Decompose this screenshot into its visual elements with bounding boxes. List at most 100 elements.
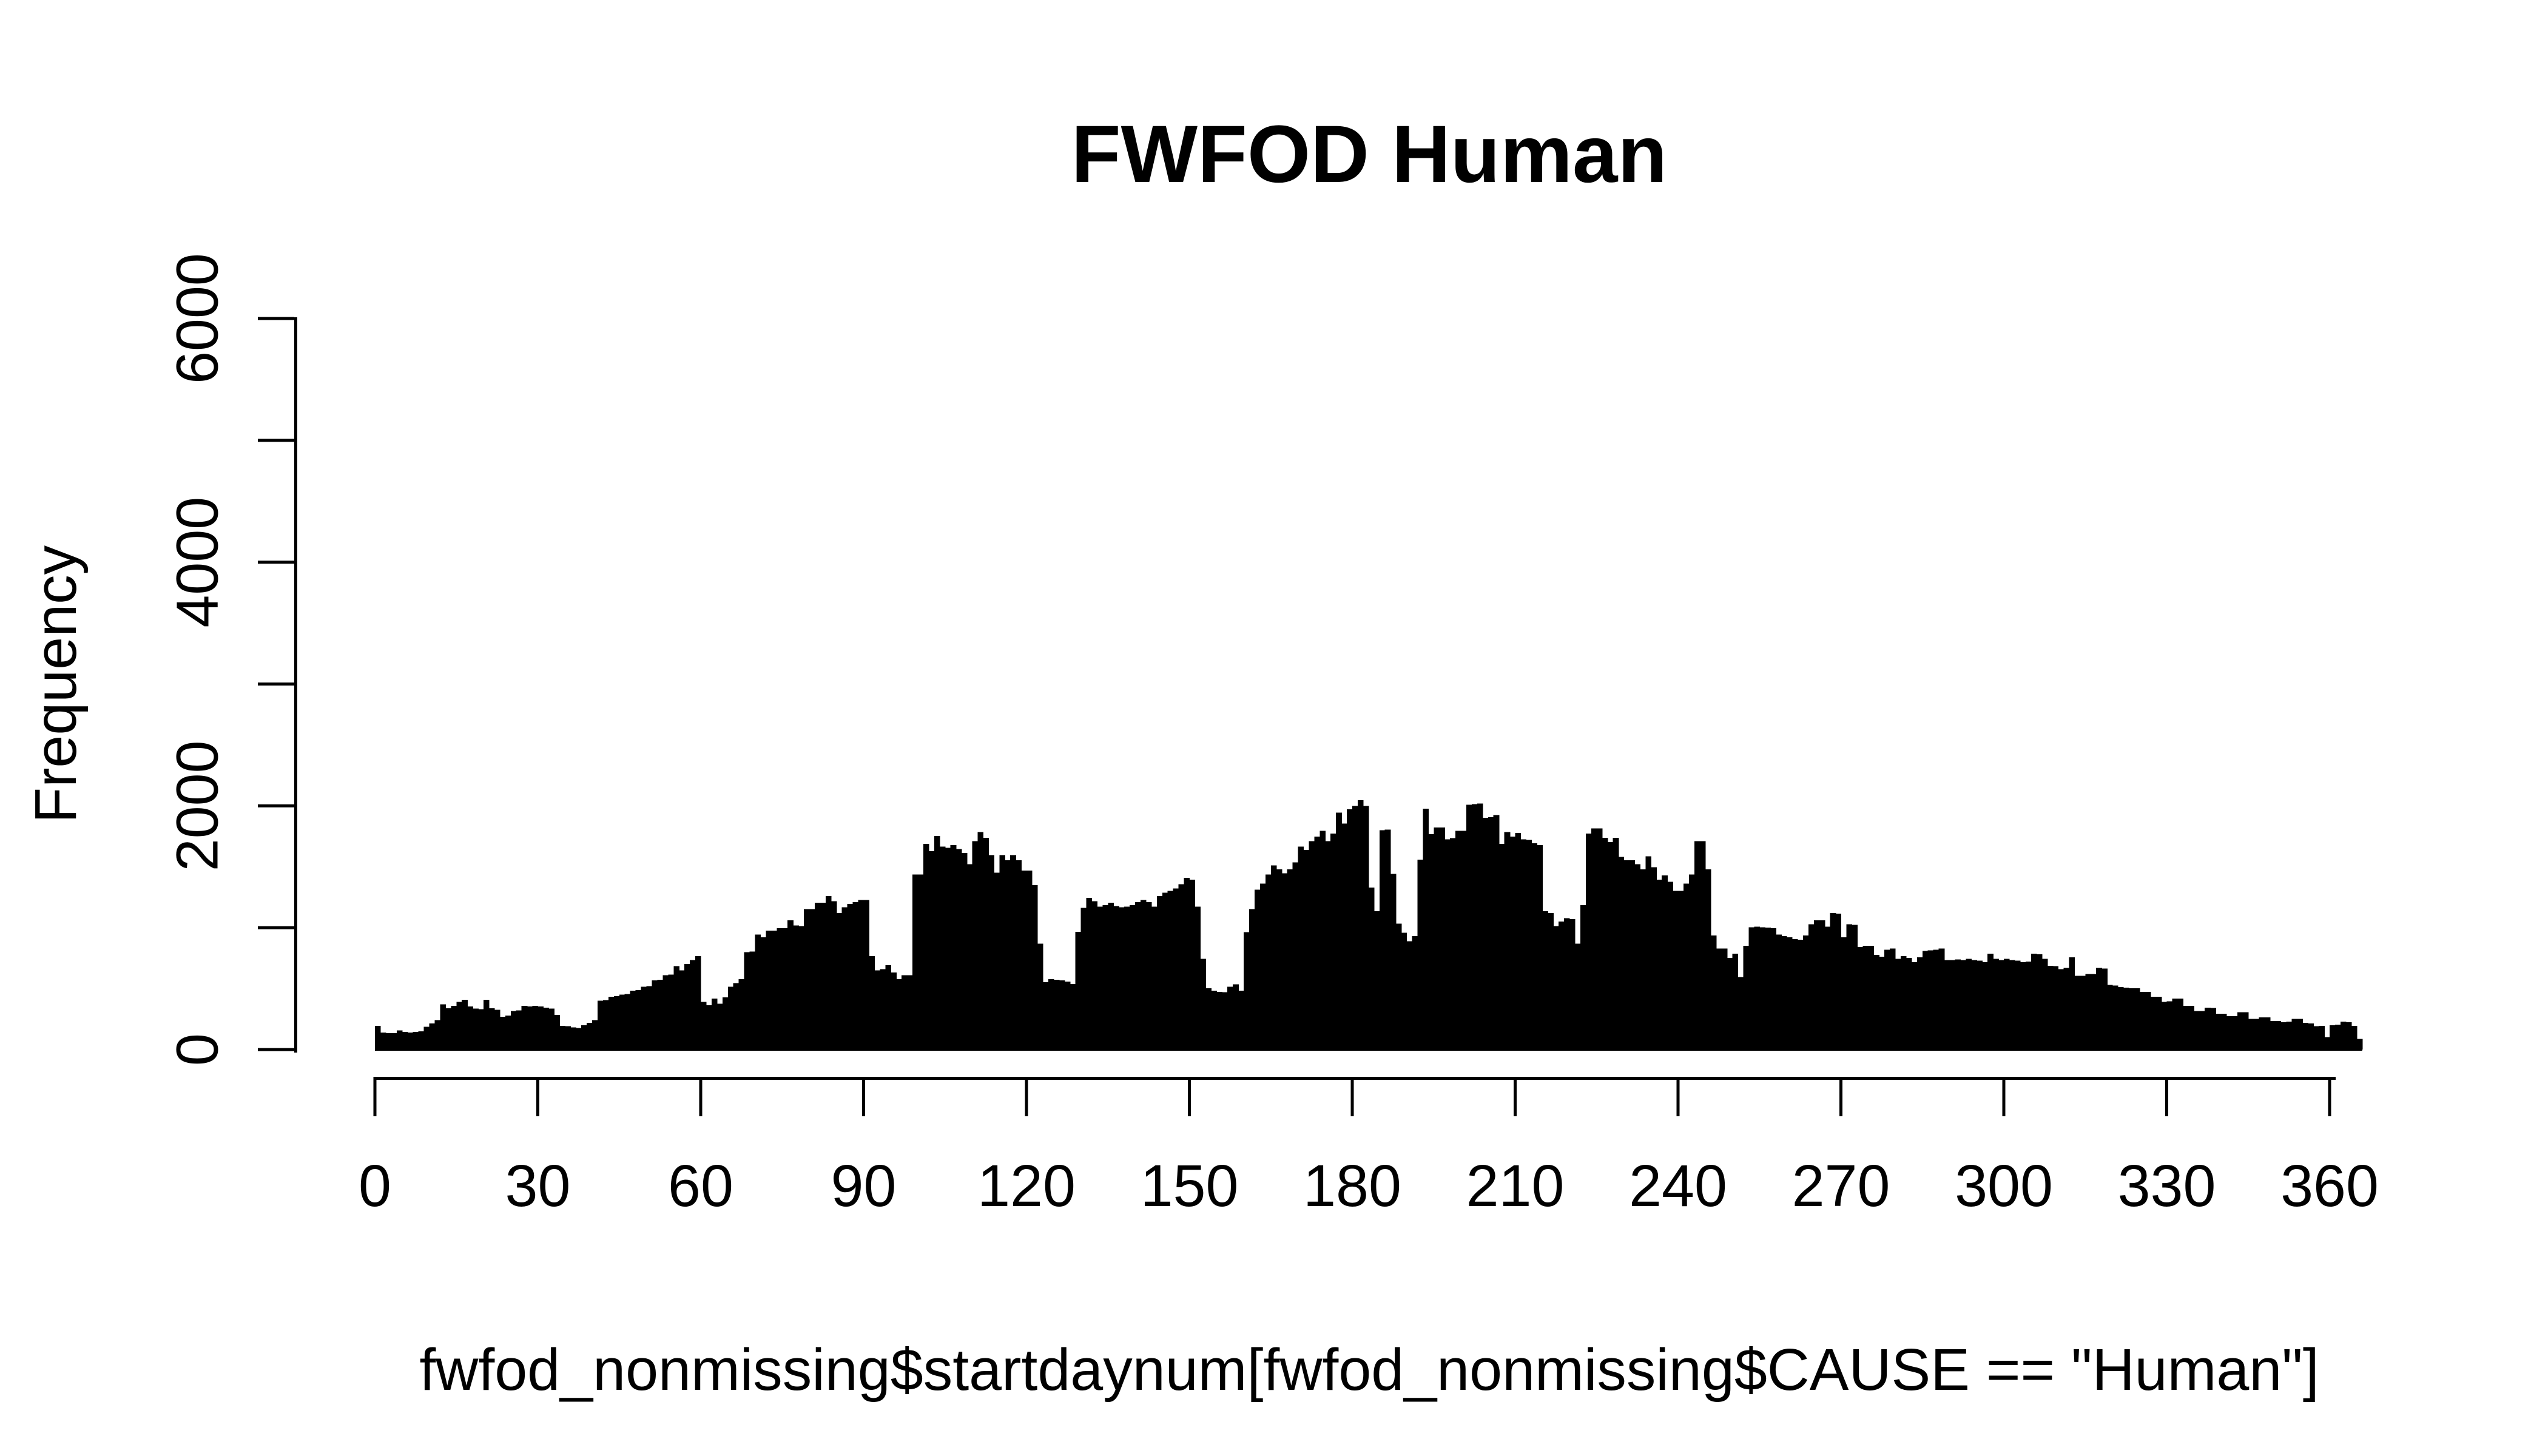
histogram-bar — [814, 903, 821, 1050]
histogram-bar — [1401, 932, 1407, 1050]
histogram-bar — [548, 1008, 555, 1050]
histogram-bar — [1102, 905, 1108, 1050]
histogram-bar — [1737, 977, 1744, 1050]
histogram-bar — [1363, 806, 1369, 1050]
histogram-bar — [690, 960, 696, 1050]
histogram-bar — [445, 1008, 451, 1050]
histogram-bar — [1390, 874, 1397, 1050]
x-tick — [1676, 1077, 1680, 1116]
histogram-bar — [1005, 860, 1011, 1050]
histogram-bar — [1167, 891, 1174, 1050]
histogram-bar — [510, 1011, 517, 1050]
histogram-bar — [1037, 943, 1043, 1050]
histogram-bar — [1205, 988, 1212, 1050]
histogram-bar — [1124, 906, 1130, 1050]
histogram-bar — [494, 1009, 500, 1050]
histogram-bar — [624, 994, 631, 1050]
histogram-bar — [972, 841, 979, 1050]
histogram-bar — [1710, 935, 1717, 1050]
histogram-bar — [1216, 991, 1222, 1050]
histogram-bar — [1417, 860, 1424, 1050]
histogram-bar — [1797, 939, 1804, 1050]
histogram-bar — [1977, 960, 1983, 1050]
histogram-bar — [2188, 1006, 2194, 1050]
histogram-bar — [2177, 998, 2184, 1050]
histogram-bar — [1450, 838, 1456, 1050]
histogram-bar — [1227, 986, 1233, 1050]
histogram-bar — [2345, 1022, 2352, 1050]
x-tick — [373, 1077, 377, 1116]
histogram-bar — [646, 986, 653, 1050]
histogram-bar — [559, 1025, 565, 1050]
histogram-bar — [2117, 987, 2124, 1050]
histogram-bar — [1835, 913, 1842, 1050]
histogram-bar — [1900, 956, 1907, 1050]
histogram-bar — [1607, 842, 1614, 1050]
histogram-bar — [1016, 860, 1022, 1050]
histogram-bar — [581, 1025, 587, 1050]
histogram-bar — [2052, 966, 2059, 1050]
histogram-bar — [809, 909, 815, 1050]
x-tick-label: 30 — [505, 1153, 571, 1219]
histogram-bar — [1195, 906, 1201, 1050]
histogram-bar — [2025, 962, 2032, 1050]
histogram-bar — [652, 980, 658, 1050]
histogram-bar — [852, 902, 859, 1050]
histogram-bar — [869, 956, 875, 1050]
histogram-bar — [1688, 874, 1695, 1050]
histogram-bar — [1585, 834, 1592, 1050]
histogram-bar — [1770, 928, 1776, 1050]
histogram-bar — [1379, 830, 1386, 1050]
histogram-bar — [1509, 836, 1516, 1050]
histogram-bar — [1086, 897, 1093, 1050]
histogram-bar — [440, 1004, 447, 1050]
x-tick-label: 0 — [359, 1153, 391, 1219]
histogram-bar — [1498, 843, 1505, 1050]
histogram-bar — [1922, 951, 1929, 1050]
histogram-bar — [1569, 919, 1576, 1050]
histogram-bar — [836, 912, 843, 1050]
histogram-bar — [1982, 962, 1988, 1050]
histogram-bar — [738, 979, 745, 1050]
histogram-bar — [1048, 979, 1054, 1050]
histogram-bar — [1857, 946, 1863, 1050]
histogram-bar — [1145, 902, 1152, 1050]
histogram-bar — [711, 998, 718, 1050]
histogram-bar — [1428, 834, 1434, 1050]
histogram-bar — [1542, 911, 1548, 1050]
histogram-bar — [2155, 997, 2162, 1050]
histogram-bar — [2172, 998, 2179, 1050]
histogram-bar — [538, 1006, 544, 1050]
histogram-bar — [1373, 911, 1380, 1050]
histogram-bar — [597, 1000, 604, 1050]
histogram-bar — [1699, 841, 1706, 1050]
histogram-bar — [1108, 903, 1114, 1050]
histogram-bar — [1640, 869, 1646, 1050]
histogram-bar — [396, 1030, 403, 1050]
x-tick — [1025, 1077, 1028, 1116]
histogram-bar — [1537, 844, 1543, 1050]
histogram-bar — [2134, 988, 2140, 1050]
histogram-bar — [1580, 905, 1586, 1050]
histogram-bar — [1623, 860, 1630, 1050]
histogram-bar — [576, 1028, 582, 1050]
histogram-bar — [771, 930, 777, 1050]
histogram-bar — [1270, 865, 1277, 1050]
histogram-bar — [1868, 946, 1874, 1050]
histogram-bar — [1189, 879, 1196, 1050]
histogram-bar — [1971, 960, 1977, 1050]
y-tick-label: 6000 — [164, 253, 231, 384]
histogram-bar — [928, 851, 935, 1050]
histogram-bar — [1596, 828, 1603, 1050]
histogram-bar — [907, 975, 913, 1050]
histogram-bar — [858, 900, 864, 1050]
histogram-bar — [499, 1016, 506, 1050]
histogram-bar — [1667, 881, 1673, 1050]
histogram-bar — [961, 852, 968, 1050]
chart-title: FWFOD Human — [1071, 109, 1668, 200]
x-tick-label: 180 — [1303, 1153, 1401, 1219]
histogram-bar — [2091, 974, 2097, 1050]
histogram-bar — [380, 1032, 386, 1050]
histogram-bar — [923, 843, 929, 1050]
histogram-bar — [934, 835, 940, 1050]
